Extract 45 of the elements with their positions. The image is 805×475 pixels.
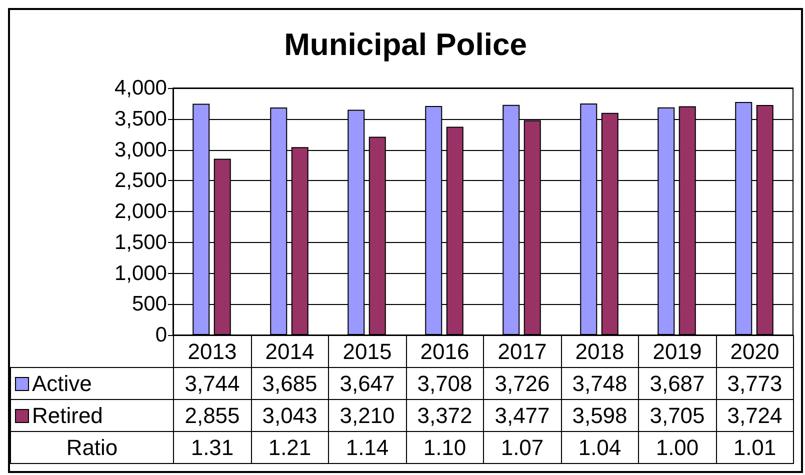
data-label: 3,724 [716, 400, 794, 432]
x-tick-label: 2016 [406, 336, 484, 368]
data-label: 3,598 [561, 400, 638, 432]
data-label: 3,647 [328, 368, 406, 400]
data-label: 3,685 [251, 368, 328, 400]
legend-label: Retired [10, 400, 174, 432]
chart-title: Municipal Police [284, 27, 527, 62]
data-label: 3,372 [406, 400, 484, 432]
y-tick-label: 2,000 [114, 200, 167, 223]
y-tick-label: 1,000 [114, 262, 167, 285]
text: 1.21 [251, 432, 328, 464]
y-tick-label: 3,500 [114, 107, 167, 130]
x-tick-label: 2018 [561, 336, 638, 368]
x-tick-label: 2013 [174, 336, 251, 368]
text: 1.01 [716, 432, 794, 464]
data-label: 3,210 [328, 400, 406, 432]
data-label: 2,855 [174, 400, 251, 432]
x-tick-label: 2020 [716, 336, 794, 368]
data-label: 3,708 [406, 368, 484, 400]
legend-label: Active [10, 368, 174, 400]
y-tick-label: 0 [155, 324, 167, 346]
y-tick-label: 4,000 [114, 76, 167, 100]
text: Ratio [10, 432, 174, 464]
data-label: 3,477 [484, 400, 561, 432]
y-tick-label: 500 [132, 292, 167, 316]
text: 1.00 [638, 432, 716, 464]
data-label: 3,748 [561, 368, 638, 400]
data-label: 3,744 [174, 368, 251, 400]
data-label: 3,687 [638, 368, 716, 400]
text: 1.31 [174, 432, 251, 464]
text: 1.04 [561, 432, 638, 464]
text: 1.14 [328, 432, 406, 464]
x-tick-label: 2015 [328, 336, 406, 368]
data-label: 3,705 [638, 400, 716, 432]
data-label: 3,043 [251, 400, 328, 432]
y-tick-label: 1,500 [114, 230, 167, 254]
x-tick-label: 2017 [484, 336, 561, 368]
text: 1.10 [406, 432, 484, 464]
x-tick-label: 2014 [251, 336, 328, 368]
text: 1.07 [484, 432, 561, 464]
y-tick-label: 3,000 [114, 138, 167, 162]
x-tick-label: 2019 [638, 336, 716, 368]
data-label: 3,773 [716, 368, 794, 400]
y-tick-label: 2,500 [114, 169, 167, 192]
data-label: 3,726 [484, 368, 561, 400]
